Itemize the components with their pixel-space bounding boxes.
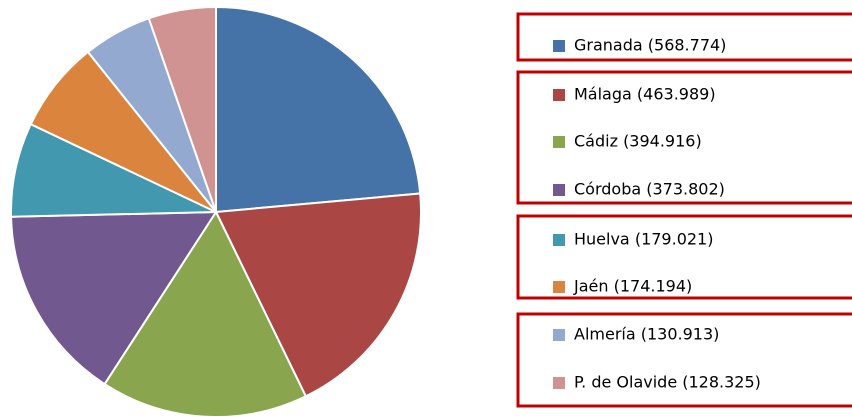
legend-swatch — [553, 89, 565, 101]
legend-label: Málaga (463.989) — [574, 85, 716, 104]
legend-swatch — [553, 40, 565, 52]
legend-label: Cádiz (394.916) — [574, 132, 702, 151]
legend-label: Granada (568.774) — [574, 36, 726, 55]
legend-swatch — [553, 234, 565, 246]
pie-slice — [10, 122, 217, 218]
pie-slice — [215, 5, 422, 214]
legend-swatch — [553, 281, 565, 293]
legend-group-boxes — [516, 12, 852, 408]
legend-swatch — [553, 329, 565, 341]
pie-slice — [214, 192, 422, 398]
group-box — [516, 12, 852, 62]
legend-label: Huelva (179.021) — [574, 230, 713, 249]
pie-slice — [147, 5, 217, 213]
legend-swatch — [553, 377, 565, 389]
group-box — [516, 214, 852, 300]
legend-swatch — [553, 184, 565, 196]
legend-label: P. de Olavide (128.325) — [574, 373, 761, 392]
group-box — [516, 312, 852, 408]
pie-slice — [10, 210, 218, 386]
group-box — [516, 70, 852, 205]
legend-label: Córdoba (373.802) — [574, 180, 725, 199]
legend-swatch — [553, 136, 565, 148]
legend-label: Almería (130.913) — [574, 325, 719, 344]
legend-label: Jaén (174.194) — [573, 277, 692, 296]
